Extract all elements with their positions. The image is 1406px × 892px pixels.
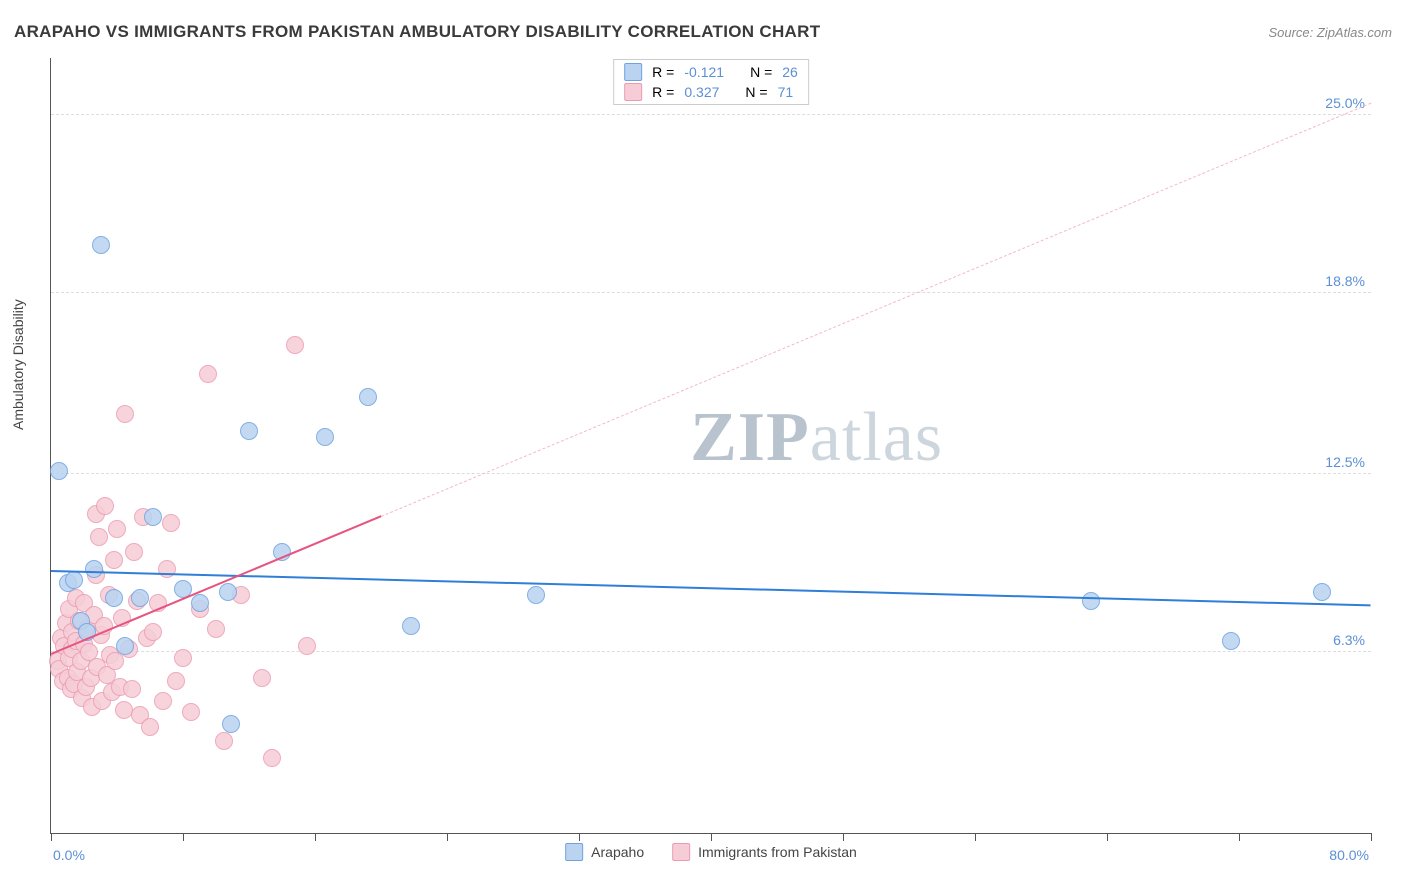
r-value-b: 0.327 bbox=[684, 84, 719, 100]
x-tick bbox=[51, 833, 52, 841]
data-point-pakistan bbox=[182, 703, 200, 721]
data-point-arapaho bbox=[105, 589, 123, 607]
watermark-zip: ZIP bbox=[690, 399, 810, 476]
legend-swatch-pakistan bbox=[624, 83, 642, 101]
x-tick bbox=[1107, 833, 1108, 841]
data-point-pakistan bbox=[115, 701, 133, 719]
data-point-pakistan bbox=[286, 336, 304, 354]
grid-line bbox=[51, 114, 1371, 115]
data-point-pakistan bbox=[123, 680, 141, 698]
data-point-pakistan bbox=[253, 669, 271, 687]
data-point-arapaho bbox=[92, 236, 110, 254]
data-point-arapaho bbox=[222, 715, 240, 733]
grid-line bbox=[51, 473, 1371, 474]
scatter-plot: ZIPatlas R = -0.121 N = 26 R = 0.327 N =… bbox=[50, 58, 1371, 834]
data-point-pakistan bbox=[141, 718, 159, 736]
legend-row-pakistan: R = 0.327 N = 71 bbox=[614, 82, 808, 102]
trend-line bbox=[381, 103, 1371, 517]
x-tick bbox=[843, 833, 844, 841]
n-value-a: 26 bbox=[782, 64, 798, 80]
legend-swatch-pakistan-2 bbox=[672, 843, 690, 861]
chart-title: ARAPAHO VS IMMIGRANTS FROM PAKISTAN AMBU… bbox=[14, 22, 820, 42]
data-point-pakistan bbox=[158, 560, 176, 578]
source-value: ZipAtlas.com bbox=[1317, 25, 1392, 40]
data-point-arapaho bbox=[191, 594, 209, 612]
data-point-arapaho bbox=[402, 617, 420, 635]
data-point-pakistan bbox=[174, 649, 192, 667]
n-value-b: 71 bbox=[778, 84, 794, 100]
grid-line bbox=[51, 651, 1371, 652]
data-point-pakistan bbox=[298, 637, 316, 655]
y-axis-label: Ambulatory Disability bbox=[10, 299, 26, 430]
legend-swatch-arapaho bbox=[624, 63, 642, 81]
watermark: ZIPatlas bbox=[690, 398, 943, 478]
legend-series: Arapaho Immigrants from Pakistan bbox=[565, 843, 857, 861]
legend-correlation: R = -0.121 N = 26 R = 0.327 N = 71 bbox=[613, 59, 809, 105]
data-point-arapaho bbox=[219, 583, 237, 601]
data-point-pakistan bbox=[154, 692, 172, 710]
r-label-b: R = bbox=[652, 84, 674, 100]
y-tick-label: 6.3% bbox=[1333, 632, 1365, 648]
x-min-label: 0.0% bbox=[53, 847, 85, 863]
data-point-arapaho bbox=[1313, 583, 1331, 601]
y-tick-label: 25.0% bbox=[1325, 95, 1365, 111]
legend-label-pakistan: Immigrants from Pakistan bbox=[698, 844, 857, 860]
data-point-pakistan bbox=[144, 623, 162, 641]
data-point-pakistan bbox=[199, 365, 217, 383]
r-value-a: -0.121 bbox=[684, 64, 724, 80]
legend-row-arapaho: R = -0.121 N = 26 bbox=[614, 62, 808, 82]
n-label-a: N = bbox=[750, 64, 772, 80]
data-point-pakistan bbox=[90, 528, 108, 546]
data-point-arapaho bbox=[65, 571, 83, 589]
data-point-pakistan bbox=[162, 514, 180, 532]
trend-line bbox=[51, 570, 1371, 606]
watermark-atlas: atlas bbox=[810, 399, 943, 476]
x-tick bbox=[975, 833, 976, 841]
data-point-arapaho bbox=[240, 422, 258, 440]
x-tick bbox=[447, 833, 448, 841]
data-point-pakistan bbox=[96, 497, 114, 515]
x-tick bbox=[711, 833, 712, 841]
data-point-arapaho bbox=[527, 586, 545, 604]
data-point-arapaho bbox=[131, 589, 149, 607]
data-point-pakistan bbox=[263, 749, 281, 767]
data-point-pakistan bbox=[108, 520, 126, 538]
x-tick bbox=[579, 833, 580, 841]
data-point-arapaho bbox=[1082, 592, 1100, 610]
legend-swatch-arapaho-2 bbox=[565, 843, 583, 861]
data-point-pakistan bbox=[105, 551, 123, 569]
n-label-b: N = bbox=[745, 84, 767, 100]
data-point-pakistan bbox=[116, 405, 134, 423]
grid-line bbox=[51, 292, 1371, 293]
source-attribution: Source: ZipAtlas.com bbox=[1268, 25, 1392, 40]
x-tick bbox=[1371, 833, 1372, 841]
data-point-arapaho bbox=[144, 508, 162, 526]
x-tick bbox=[1239, 833, 1240, 841]
r-label-a: R = bbox=[652, 64, 674, 80]
x-tick bbox=[315, 833, 316, 841]
data-point-arapaho bbox=[1222, 632, 1240, 650]
data-point-pakistan bbox=[167, 672, 185, 690]
data-point-pakistan bbox=[215, 732, 233, 750]
y-tick-label: 18.8% bbox=[1325, 273, 1365, 289]
data-point-arapaho bbox=[50, 462, 68, 480]
legend-item-arapaho: Arapaho bbox=[565, 843, 644, 861]
data-point-pakistan bbox=[125, 543, 143, 561]
x-max-label: 80.0% bbox=[1329, 847, 1369, 863]
data-point-arapaho bbox=[116, 637, 134, 655]
data-point-arapaho bbox=[359, 388, 377, 406]
data-point-pakistan bbox=[207, 620, 225, 638]
y-tick-label: 12.5% bbox=[1325, 454, 1365, 470]
legend-item-pakistan: Immigrants from Pakistan bbox=[672, 843, 857, 861]
x-tick bbox=[183, 833, 184, 841]
data-point-arapaho bbox=[316, 428, 334, 446]
data-point-arapaho bbox=[85, 560, 103, 578]
legend-label-arapaho: Arapaho bbox=[591, 844, 644, 860]
source-label: Source: bbox=[1268, 25, 1316, 40]
